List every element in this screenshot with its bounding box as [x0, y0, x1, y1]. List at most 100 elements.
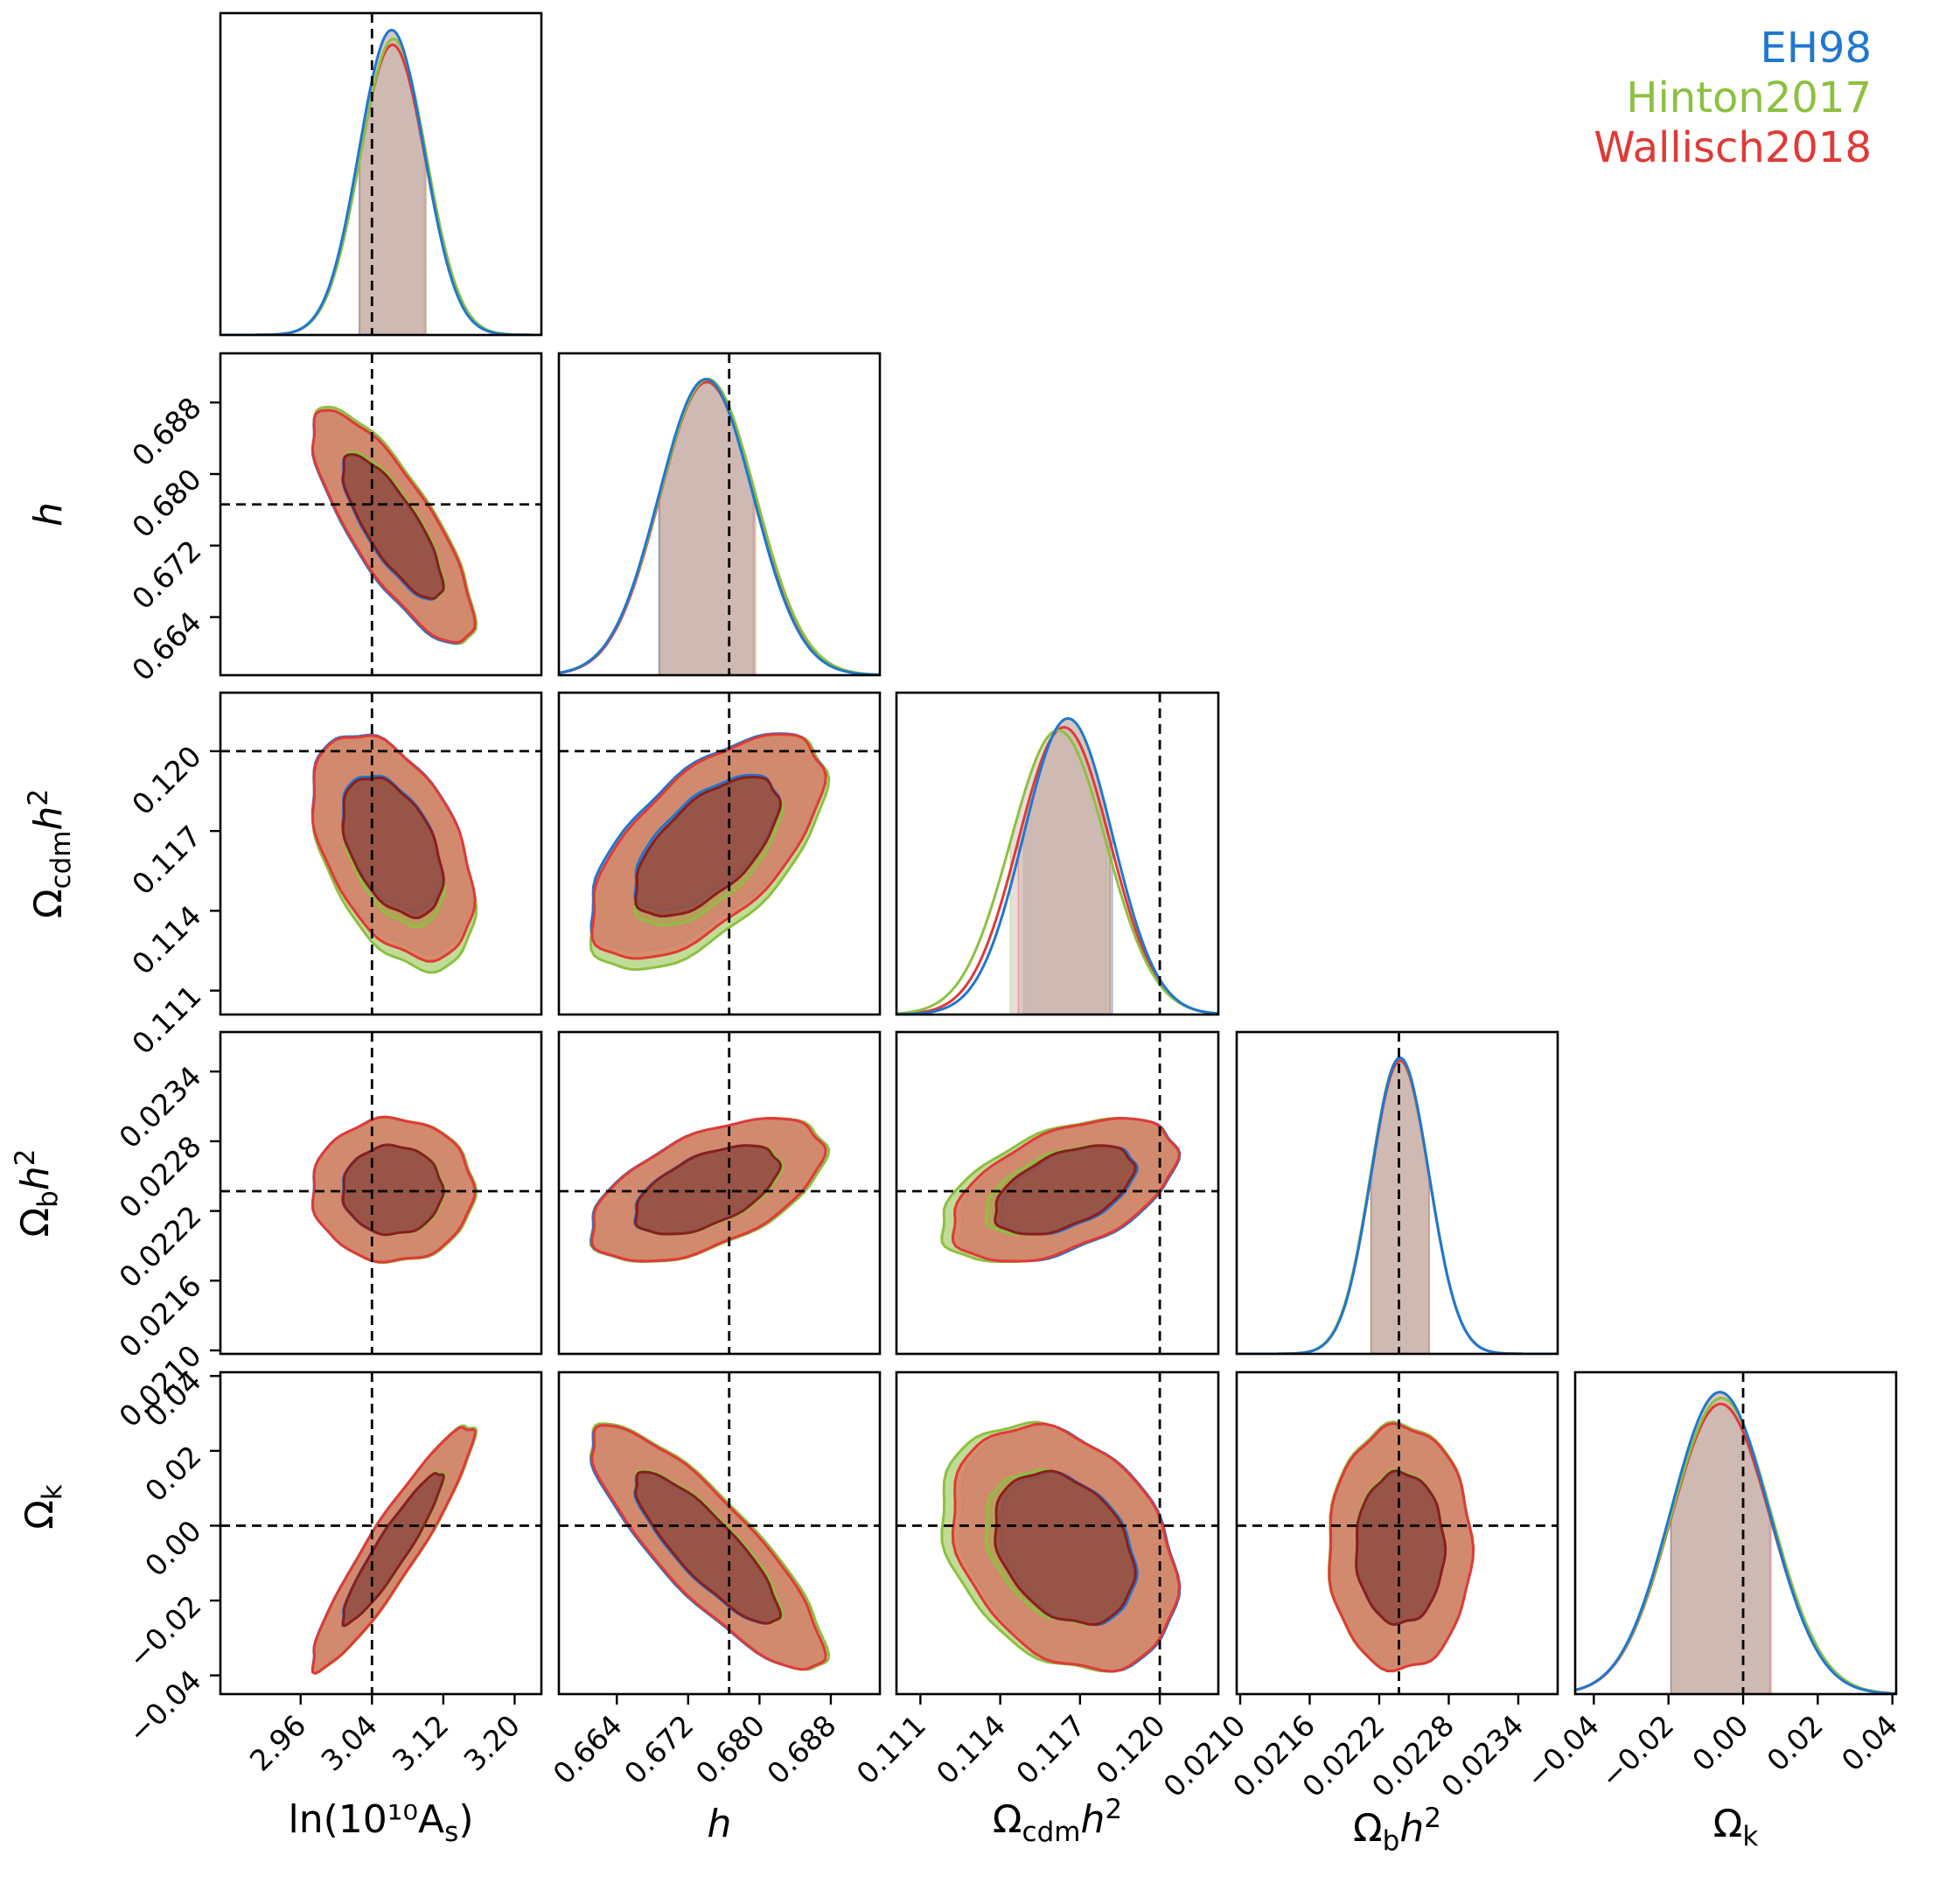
panel-content	[559, 693, 880, 1015]
panel-omk-lnAs	[210, 1370, 543, 1705]
tick-label: 3.12	[386, 1708, 456, 1778]
labels-layer: 0.6640.6720.6800.6880.1110.1140.1170.120…	[10, 390, 1904, 1857]
panel-content	[896, 1032, 1218, 1354]
contour-68	[341, 1471, 445, 1628]
ylabel-h: h	[26, 502, 71, 527]
panel-omch2-lnAs	[210, 691, 543, 1016]
tick-label: 3.20	[457, 1708, 527, 1778]
panel-omk-ombh2	[1235, 1370, 1559, 1705]
panel-frame	[557, 1370, 882, 1696]
ylabel-omch2: Ωcdmh2	[23, 789, 77, 918]
tick-label: 0.117	[125, 819, 207, 901]
marginal-curve	[896, 729, 1218, 1015]
xlabel-omk: Ωk	[1713, 1802, 1759, 1852]
marginal-band	[1670, 1403, 1771, 1694]
panel-frame	[895, 1030, 1220, 1356]
panel-content	[559, 1032, 880, 1354]
tick-label: 0.120	[125, 739, 207, 821]
panel-frame	[557, 1030, 882, 1356]
panel-content	[1237, 1032, 1558, 1354]
panel-frame	[219, 1370, 543, 1696]
panel-content	[220, 1372, 541, 1694]
tick-label: 0.04	[1835, 1708, 1905, 1778]
tick-label: 0.02	[138, 1439, 208, 1509]
legend-entry: Wallisch2018	[1594, 123, 1872, 172]
panel-content	[220, 1032, 541, 1354]
contour-68	[341, 1143, 445, 1237]
legend-entry: Hinton2017	[1626, 73, 1872, 122]
panel-ombh2-ombh2	[1235, 1030, 1559, 1356]
panel-omk-omk	[1573, 1370, 1898, 1705]
tick-label: −0.02	[122, 1588, 208, 1675]
panel-content	[220, 693, 541, 1015]
tick-label: −0.02	[1594, 1708, 1680, 1795]
panel-frame	[1235, 1370, 1559, 1696]
panel-content	[896, 693, 1218, 1015]
tick-label: 0.688	[125, 390, 207, 472]
panel-frame	[895, 691, 1220, 1016]
tick-label: −0.04	[122, 1663, 208, 1750]
panel-h-lnAs	[210, 352, 543, 677]
contour-68	[634, 1144, 783, 1236]
panel-omk-h	[557, 1370, 882, 1705]
panel-frame	[219, 11, 543, 337]
marginal-curve	[896, 716, 1218, 1015]
tick-label: −0.04	[1519, 1708, 1606, 1795]
tick-label: 0.02	[1761, 1708, 1831, 1778]
tick-label: 0.114	[930, 1708, 1012, 1790]
panel-omch2-omch2	[895, 691, 1220, 1016]
tick-label: 0.664	[547, 1708, 629, 1790]
panels-layer	[210, 11, 1898, 1705]
panel-frame	[895, 1370, 1220, 1696]
tick-label: 3.04	[314, 1708, 384, 1778]
panel-frame	[219, 1030, 543, 1356]
tick-label: 2.96	[243, 1708, 313, 1778]
legend: EH98 Hinton2017 Wallisch2018	[1594, 24, 1872, 172]
tick-label: 0.111	[850, 1708, 932, 1790]
xlabel-h: h	[708, 1802, 732, 1846]
legend-entry: EH98	[1761, 24, 1873, 73]
panel-frame	[1235, 1030, 1559, 1356]
panel-frame	[219, 691, 543, 1016]
contour-68	[1355, 1469, 1447, 1626]
tick-label: 0.664	[125, 605, 207, 687]
tick-label: 0.680	[689, 1708, 771, 1790]
panel-omk-omch2	[895, 1370, 1220, 1705]
panel-content	[559, 353, 880, 675]
panel-frame	[219, 352, 543, 677]
contour-68	[994, 1144, 1137, 1236]
marginal-curve	[1575, 1391, 1896, 1694]
panel-ombh2-omch2	[895, 1030, 1220, 1356]
tick-label: 0.672	[125, 534, 207, 616]
contour-68	[341, 453, 445, 600]
tick-label: 0.111	[125, 979, 207, 1061]
panel-frame	[557, 691, 882, 1016]
panel-content	[559, 1372, 880, 1694]
panel-h-h	[557, 352, 882, 677]
tick-label: 0.117	[1009, 1708, 1092, 1790]
tick-label: 0.672	[617, 1708, 700, 1790]
xlabel-omch2: Ωcdmh2	[993, 1794, 1122, 1848]
panel-frame	[557, 352, 882, 677]
panel-content	[1237, 1372, 1558, 1694]
tick-label: 0.688	[760, 1708, 842, 1790]
panel-content	[220, 13, 541, 335]
panel-content	[896, 1372, 1218, 1694]
panel-ombh2-lnAs	[210, 1030, 543, 1356]
panel-content	[220, 353, 541, 675]
marginal-curve	[559, 377, 880, 675]
panel-content	[1575, 1372, 1896, 1694]
ylabel-ombh2: Ωbh2	[10, 1149, 64, 1238]
contour-68	[634, 1470, 783, 1625]
contour-68	[634, 775, 783, 918]
tick-label: 0.00	[138, 1514, 208, 1584]
tick-label: 0.114	[125, 898, 207, 980]
ylabel-omk: Ωk	[17, 1484, 68, 1530]
marginal-band	[659, 381, 756, 675]
tick-label: 0.00	[1685, 1708, 1755, 1778]
panel-ombh2-h	[557, 1030, 882, 1356]
panel-frame	[1573, 1370, 1898, 1696]
panel-lnAs-lnAs	[219, 11, 543, 337]
xlabel-ombh2: Ωbh2	[1353, 1803, 1441, 1857]
xlabel-lnAs: ln(10¹⁰As)	[289, 1797, 474, 1848]
